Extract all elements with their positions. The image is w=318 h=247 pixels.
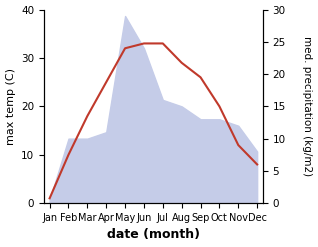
Y-axis label: max temp (C): max temp (C) (5, 68, 16, 145)
Y-axis label: med. precipitation (kg/m2): med. precipitation (kg/m2) (302, 36, 313, 176)
X-axis label: date (month): date (month) (107, 228, 200, 242)
